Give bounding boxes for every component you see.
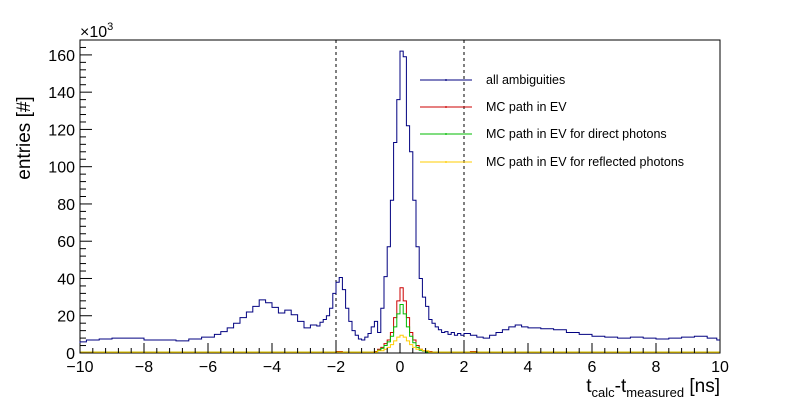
legend-label: MC path in EV: [486, 100, 567, 114]
x-tick-label: 10: [711, 359, 729, 376]
x-tick-label: 4: [524, 359, 533, 376]
legend-label: MC path in EV for direct photons: [486, 127, 667, 141]
x-tick-label: −10: [66, 359, 93, 376]
y-axis-title: entries [#]: [14, 96, 35, 179]
y-tick-label: 40: [57, 271, 75, 288]
x-tick-label: 8: [652, 359, 661, 376]
legend: all ambiguities MC path in EV MC path in E…: [420, 73, 684, 169]
y-tick-label: 60: [57, 234, 75, 251]
x-tick-label: −6: [199, 359, 217, 376]
series-line-4: [79, 334, 720, 353]
y-axis-ticks: 0 20 40 60 80 100 120 140 160: [48, 39, 92, 363]
x-tick-label: 2: [460, 359, 469, 376]
y-tick-label: 80: [57, 197, 75, 214]
x-axis-ticks: −10 −8 −6 −4 −2 0 2 4 6 8 10: [66, 343, 729, 376]
y-tick-label: 0: [66, 346, 75, 363]
x-tick-label: 6: [588, 359, 597, 376]
x-tick-label: −8: [135, 359, 153, 376]
series-layer: [79, 50, 720, 353]
y-tick-label: 160: [48, 48, 75, 65]
x-tick-label: −4: [263, 359, 281, 376]
legend-label: all ambiguities: [486, 73, 565, 87]
series-line-3: [79, 304, 720, 353]
y-tick-label: 100: [48, 160, 75, 177]
series-line-1: [79, 50, 720, 353]
x-tick-label: −2: [327, 359, 345, 376]
legend-label: MC path in EV for reflected photons: [486, 155, 684, 169]
y-multiplier-label: ×103: [80, 21, 113, 41]
x-tick-label: 0: [396, 359, 405, 376]
y-tick-label: 140: [48, 85, 75, 102]
y-tick-label: 20: [57, 309, 75, 326]
y-tick-label: 120: [48, 122, 75, 139]
cut-lines: [335, 40, 465, 353]
x-axis-title: tcalc-tmeasured [ns]: [586, 376, 720, 400]
